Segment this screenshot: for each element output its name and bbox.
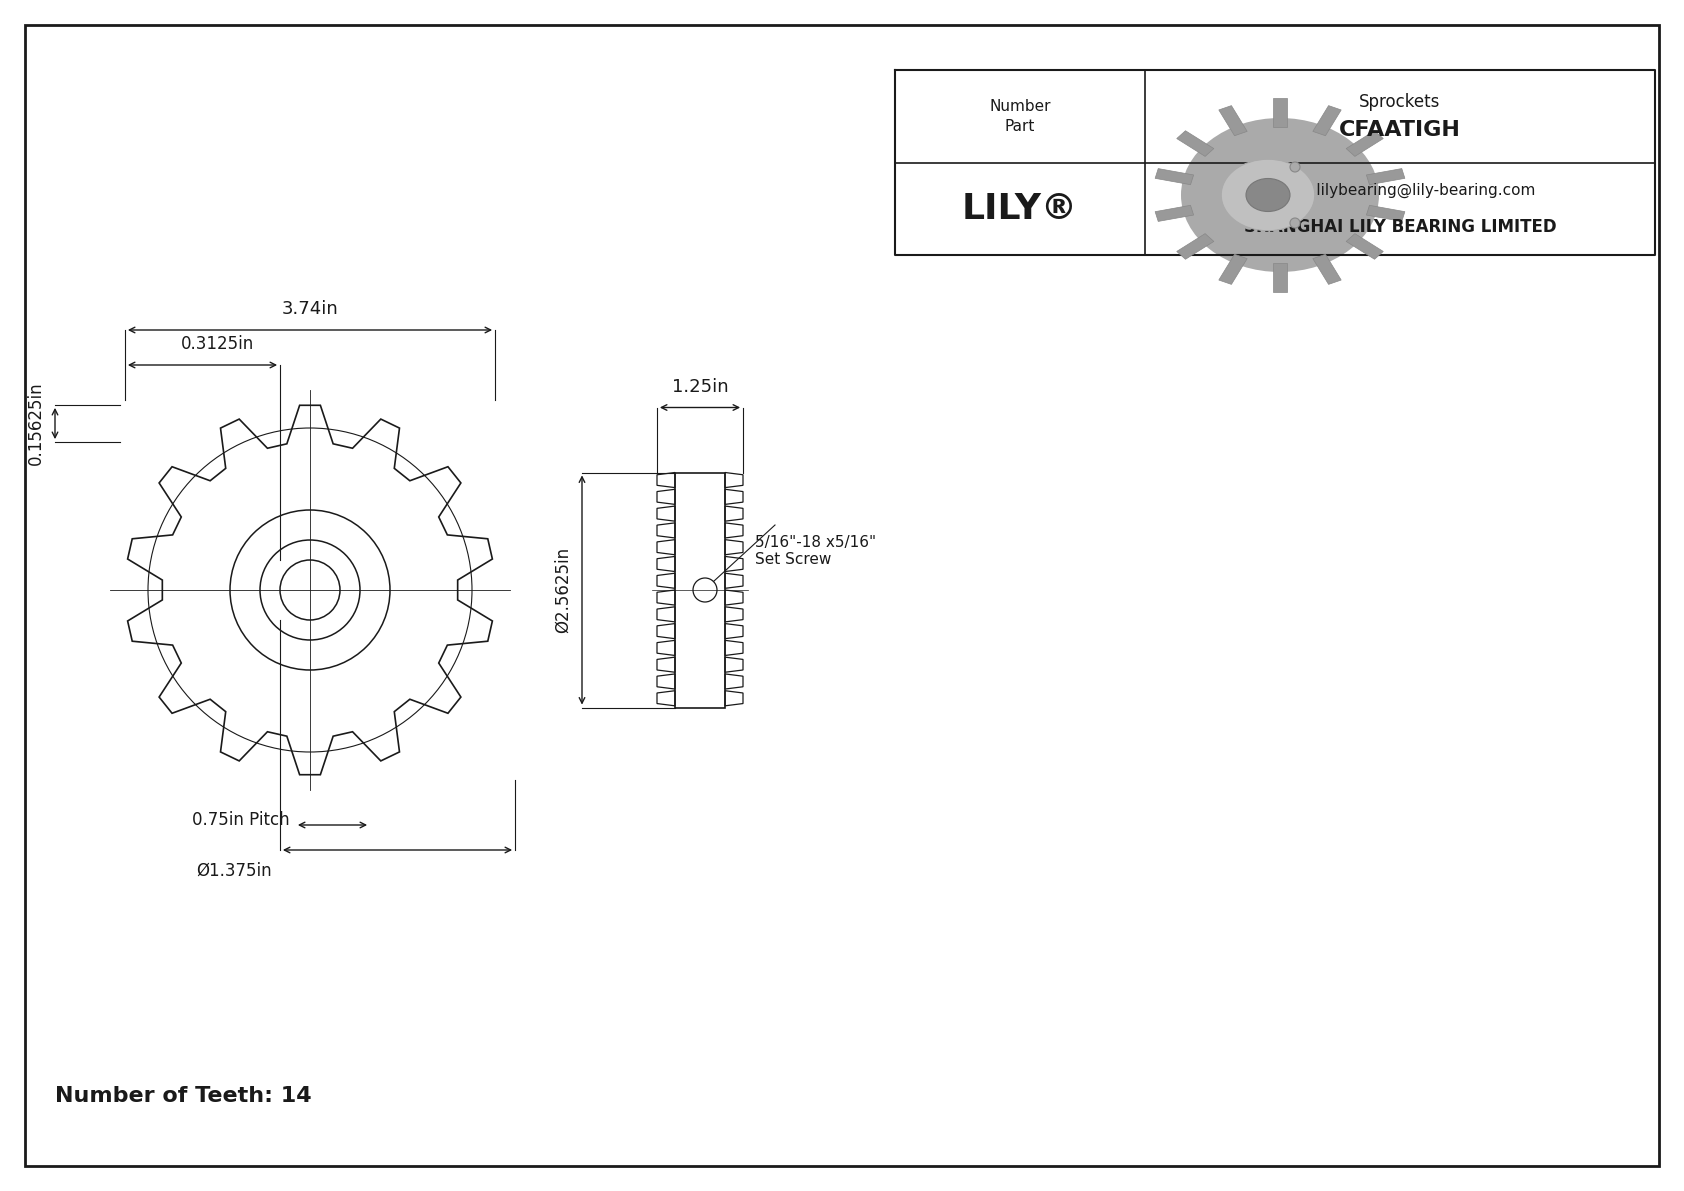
Polygon shape: [1273, 263, 1287, 292]
Text: 0.3125in: 0.3125in: [180, 335, 254, 353]
Text: Part: Part: [1005, 119, 1036, 133]
Polygon shape: [1219, 106, 1248, 136]
Polygon shape: [1219, 254, 1248, 285]
Circle shape: [1290, 218, 1300, 227]
Text: 0.75in Pitch: 0.75in Pitch: [192, 811, 290, 829]
Polygon shape: [1314, 106, 1340, 136]
Polygon shape: [1273, 98, 1287, 126]
Text: Ø2.5625in: Ø2.5625in: [554, 547, 573, 634]
Ellipse shape: [1221, 160, 1315, 231]
Text: 5/16"-18 x5/16"
Set Screw: 5/16"-18 x5/16" Set Screw: [754, 535, 876, 567]
Ellipse shape: [1180, 118, 1379, 272]
Polygon shape: [1346, 131, 1383, 156]
Text: Ø1.375in: Ø1.375in: [197, 862, 273, 880]
Text: LILY®: LILY®: [962, 192, 1078, 226]
Text: 1.25in: 1.25in: [672, 378, 727, 395]
Bar: [675, 473, 726, 707]
Text: Email: lilybearing@lily-bearing.com: Email: lilybearing@lily-bearing.com: [1265, 183, 1536, 199]
Polygon shape: [1314, 254, 1340, 285]
Text: SHANGHAI LILY BEARING LIMITED: SHANGHAI LILY BEARING LIMITED: [1244, 218, 1556, 236]
Text: CFAATIGH: CFAATIGH: [1339, 120, 1462, 141]
Circle shape: [1290, 162, 1300, 172]
Polygon shape: [1346, 233, 1383, 260]
Polygon shape: [1155, 205, 1194, 222]
Ellipse shape: [1246, 179, 1290, 212]
Polygon shape: [1177, 131, 1214, 156]
Text: 0.15625in: 0.15625in: [27, 381, 45, 466]
Polygon shape: [1155, 169, 1194, 185]
Polygon shape: [1177, 233, 1214, 260]
Text: Sprockets: Sprockets: [1359, 93, 1442, 111]
Polygon shape: [1366, 169, 1404, 185]
Text: Number of Teeth: 14: Number of Teeth: 14: [56, 1086, 312, 1106]
Polygon shape: [1366, 205, 1404, 222]
Text: Number: Number: [989, 99, 1051, 114]
Text: 3.74in: 3.74in: [281, 300, 338, 318]
